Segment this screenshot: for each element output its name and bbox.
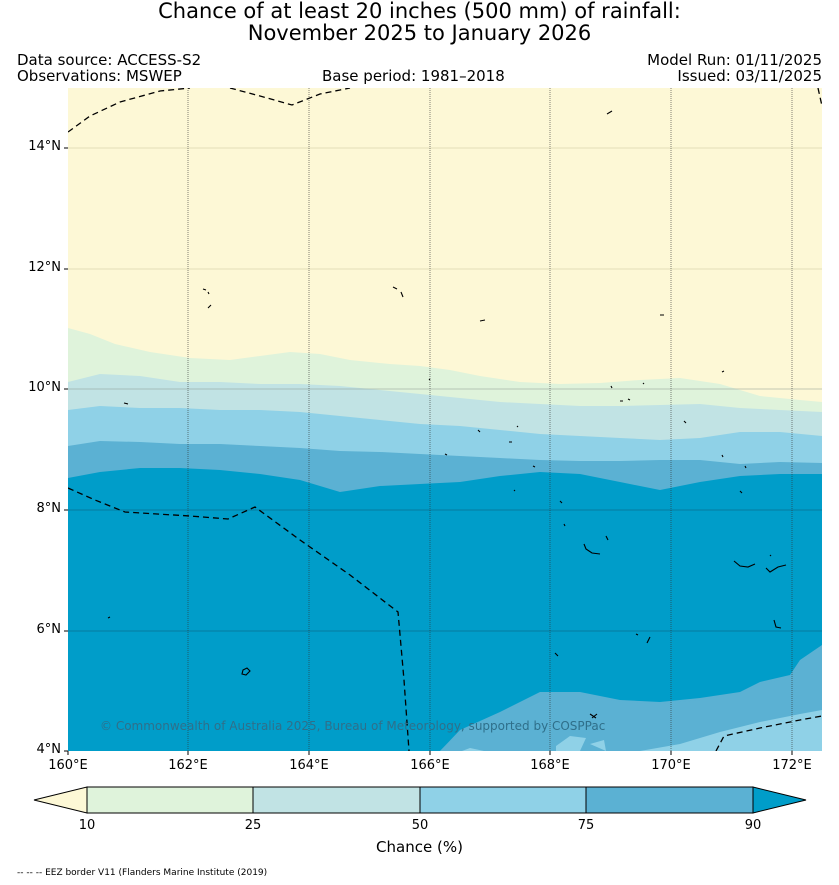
eez-border-north bbox=[68, 88, 191, 133]
eez-border-north-mid bbox=[229, 88, 351, 106]
colorbar bbox=[33, 786, 807, 814]
island bbox=[589, 713, 598, 719]
eez-border-northeast bbox=[817, 88, 822, 107]
copyright-notice: © Commonwealth of Australia 2025, Bureau… bbox=[100, 719, 606, 733]
map-area bbox=[68, 88, 822, 751]
band-gt90 bbox=[68, 468, 822, 751]
base-period: Base period: 1981–2018 bbox=[322, 67, 505, 85]
lat-label-8n: 8°N bbox=[36, 501, 62, 516]
eez-footnote: -- -- -- EEZ border V11 (Flanders Marine… bbox=[17, 868, 268, 878]
island bbox=[563, 523, 609, 555]
lon-label-172e: 172°E bbox=[772, 758, 812, 773]
island bbox=[123, 370, 725, 405]
colorbar-label: Chance (%) bbox=[376, 838, 463, 856]
lat-label-4n: 4°N bbox=[36, 742, 62, 757]
issued-date: Issued: 03/11/2025 bbox=[677, 67, 822, 85]
colorbar-tick-50: 50 bbox=[411, 818, 429, 833]
lat-label-6n: 6°N bbox=[36, 622, 62, 637]
island bbox=[107, 616, 782, 657]
colorbar-tick-10: 10 bbox=[78, 818, 96, 833]
island bbox=[392, 286, 404, 298]
data-source: Data source: ACCESS-S2 bbox=[17, 51, 202, 69]
island bbox=[513, 454, 747, 504]
lat-label-12n: 12°N bbox=[28, 260, 61, 275]
island bbox=[444, 425, 536, 468]
lon-label-166e: 166°E bbox=[410, 758, 450, 773]
map-ticks bbox=[64, 147, 793, 755]
eez-borders bbox=[68, 88, 822, 751]
chart-title-line1: Chance of at least 20 inches (500 mm) of… bbox=[158, 0, 681, 23]
lon-label-160e: 160°E bbox=[48, 758, 88, 773]
colorbar-tick-75: 75 bbox=[577, 818, 595, 833]
observations: Observations: MSWEP bbox=[17, 67, 182, 85]
band-50-75-south bbox=[462, 710, 822, 751]
model-run: Model Run: 01/11/2025 bbox=[647, 51, 822, 69]
colorbar-25-50 bbox=[252, 786, 421, 814]
island bbox=[202, 288, 212, 309]
island bbox=[241, 667, 251, 676]
lon-label-164e: 164°E bbox=[289, 758, 329, 773]
islands bbox=[107, 110, 787, 719]
colorbar-lt10-triangle bbox=[33, 786, 88, 814]
lon-label-170e: 170°E bbox=[651, 758, 691, 773]
gridlines bbox=[68, 88, 822, 751]
island bbox=[606, 110, 613, 115]
colorbar-tick-90: 90 bbox=[744, 818, 762, 833]
colorbar-10-25 bbox=[86, 786, 254, 814]
colorbar-50-75 bbox=[419, 786, 587, 814]
band-75-90-south bbox=[440, 648, 822, 751]
chart-title-line2: November 2025 to January 2026 bbox=[247, 21, 592, 45]
eez-border-central bbox=[68, 487, 410, 751]
colorbar-gt90-triangle bbox=[752, 786, 807, 814]
colorbar-75-90 bbox=[585, 786, 754, 814]
lat-label-14n: 14°N bbox=[28, 139, 61, 154]
island bbox=[610, 382, 687, 424]
colorbar-tick-25: 25 bbox=[244, 818, 262, 833]
lon-label-168e: 168°E bbox=[530, 758, 570, 773]
eez-border-southeast bbox=[715, 715, 822, 751]
lat-label-10n: 10°N bbox=[28, 380, 61, 395]
island bbox=[733, 554, 787, 573]
island bbox=[479, 314, 664, 322]
lon-label-162e: 162°E bbox=[168, 758, 208, 773]
